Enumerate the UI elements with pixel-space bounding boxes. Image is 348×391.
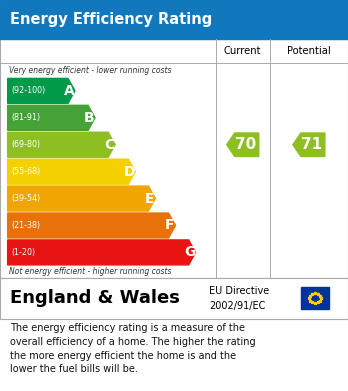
Text: EU Directive: EU Directive [209,286,269,296]
Polygon shape [8,186,156,211]
Polygon shape [8,240,196,265]
Text: (1-20): (1-20) [12,248,36,257]
Text: (55-68): (55-68) [12,167,41,176]
Text: 71: 71 [301,137,322,152]
Polygon shape [8,159,135,184]
Text: (21-38): (21-38) [12,221,41,230]
Bar [301,287,329,309]
Polygon shape [8,105,95,130]
Polygon shape [293,133,325,156]
Text: (69-80): (69-80) [12,140,41,149]
Bar [0,39,348,278]
Text: England & Wales: England & Wales [10,289,180,307]
Polygon shape [8,132,115,157]
Text: The energy efficiency rating is a measure of the
overall efficiency of a home. T: The energy efficiency rating is a measur… [10,323,256,374]
Text: C: C [104,138,115,152]
Text: (39-54): (39-54) [12,194,41,203]
Text: A: A [64,84,75,98]
Text: Potential: Potential [287,46,331,56]
Text: (92-100): (92-100) [12,86,46,95]
Text: Energy Efficiency Rating: Energy Efficiency Rating [10,12,213,27]
Text: 2002/91/EC: 2002/91/EC [209,301,265,311]
Polygon shape [8,78,75,103]
Text: B: B [84,111,95,125]
Polygon shape [8,213,175,238]
Text: G: G [184,246,196,259]
Bar [0,0,348,39]
Text: F: F [165,219,175,233]
Text: E: E [145,192,155,206]
Text: D: D [124,165,135,179]
Text: (81-91): (81-91) [12,113,41,122]
Polygon shape [227,133,259,156]
Text: 70: 70 [235,137,256,152]
Text: Not energy efficient - higher running costs: Not energy efficient - higher running co… [9,267,171,276]
Text: Very energy efficient - lower running costs: Very energy efficient - lower running co… [9,66,171,75]
Text: Current: Current [224,46,261,56]
Bar [0,278,348,319]
